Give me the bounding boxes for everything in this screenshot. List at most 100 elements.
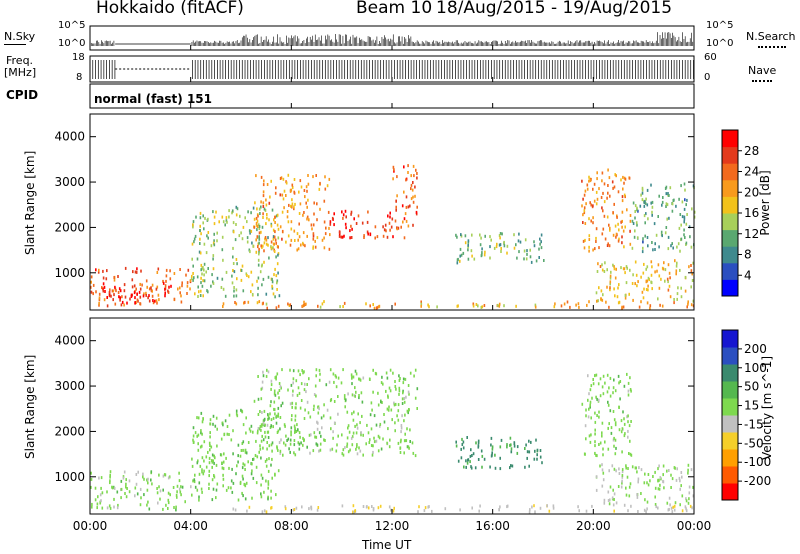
- heatmap-cell: [213, 239, 215, 243]
- heatmap-cell: [292, 369, 295, 373]
- velocity-heatmap: [90, 368, 695, 514]
- heatmap-cell: [184, 500, 186, 504]
- heatmap-cell: [467, 458, 469, 462]
- heatmap-cell: [345, 226, 347, 230]
- heatmap-cell: [291, 393, 294, 397]
- heatmap-cell: [627, 429, 629, 433]
- heatmap-cell: [635, 221, 638, 225]
- heatmap-cell: [691, 207, 693, 211]
- heatmap-cell: [263, 409, 266, 413]
- heatmap-cell: [428, 505, 430, 509]
- heatmap-cell: [397, 441, 400, 445]
- heatmap-cell: [279, 427, 281, 431]
- heatmap-cell: [260, 492, 262, 496]
- heatmap-cell: [377, 305, 380, 309]
- heatmap-cell: [608, 223, 610, 227]
- heatmap-cell: [688, 225, 691, 229]
- heatmap-cell: [369, 438, 371, 442]
- heatmap-cell: [352, 375, 355, 379]
- heatmap-cell: [388, 386, 391, 390]
- heatmap-cell: [265, 198, 267, 202]
- heatmap-cell: [293, 207, 295, 211]
- heatmap-cell: [367, 210, 369, 214]
- heatmap-cell: [302, 436, 304, 440]
- heatmap-cell: [611, 180, 614, 184]
- heatmap-cell: [90, 275, 93, 279]
- heatmap-cell: [156, 491, 159, 495]
- heatmap-cell: [642, 246, 644, 250]
- heatmap-cell: [263, 490, 265, 494]
- heatmap-cell: [205, 270, 207, 274]
- heatmap-cell: [317, 405, 319, 409]
- heatmap-cell: [319, 181, 321, 185]
- heatmap-cell: [213, 243, 216, 247]
- heatmap-cell: [275, 274, 278, 278]
- heatmap-cell: [627, 509, 629, 513]
- heatmap-cell: [603, 270, 606, 273]
- heatmap-cell: [524, 238, 527, 242]
- heatmap-cell: [611, 496, 614, 500]
- heatmap-cell: [654, 470, 656, 474]
- heatmap-cell: [220, 437, 223, 441]
- heatmap-cell: [169, 493, 171, 497]
- heatmap-cell: [631, 219, 634, 223]
- heatmap-cell: [620, 419, 623, 423]
- heatmap-cell: [622, 305, 625, 309]
- heatmap-cell: [113, 276, 115, 279]
- heatmap-cell: [148, 299, 151, 303]
- heatmap-cell: [634, 260, 637, 264]
- heatmap-cell: [293, 424, 296, 428]
- heatmap-cell: [691, 279, 694, 282]
- heatmap-cell: [392, 371, 394, 375]
- heatmap-cell: [536, 457, 538, 461]
- y-tick-label: 3000: [54, 379, 85, 393]
- heatmap-cell: [484, 234, 486, 238]
- heatmap-cell: [674, 466, 676, 470]
- heatmap-cell: [199, 237, 201, 241]
- heatmap-cell: [608, 502, 611, 506]
- heatmap-cell: [367, 431, 370, 435]
- heatmap-cell: [413, 174, 415, 178]
- heatmap-cell: [635, 273, 638, 277]
- heatmap-cell: [228, 466, 230, 470]
- heatmap-cell: [414, 185, 416, 189]
- heatmap-cell: [413, 374, 415, 378]
- heatmap-cell: [249, 250, 251, 254]
- heatmap-cell: [588, 175, 590, 179]
- heatmap-cell: [386, 376, 389, 380]
- heatmap-cell: [203, 268, 205, 272]
- heatmap-cell: [361, 221, 364, 225]
- heatmap-cell: [641, 290, 644, 294]
- heatmap-cell: [677, 286, 679, 290]
- heatmap-cell: [509, 443, 511, 447]
- heatmap-cell: [281, 210, 284, 214]
- velocity-colorbar-label: Velocity [m s^-1]: [760, 355, 774, 460]
- heatmap-cell: [199, 464, 202, 468]
- heatmap-cell: [383, 228, 386, 232]
- heatmap-cell: [688, 485, 691, 489]
- heatmap-cell: [541, 461, 543, 465]
- heatmap-cell: [291, 405, 293, 409]
- heatmap-cell: [358, 377, 361, 381]
- heatmap-cell: [261, 380, 264, 384]
- heatmap-cell: [303, 438, 305, 442]
- heatmap-cell: [543, 259, 545, 262]
- heatmap-cell: [647, 217, 649, 221]
- heatmap-cell: [608, 469, 610, 473]
- heatmap-cell: [321, 238, 324, 242]
- heatmap-cell: [242, 462, 244, 466]
- heatmap-cell: [281, 229, 284, 233]
- heatmap-cell: [324, 232, 327, 236]
- heatmap-cell: [268, 416, 270, 420]
- heatmap-cell: [273, 407, 275, 411]
- heatmap-cell: [515, 243, 517, 247]
- heatmap-cell: [616, 295, 619, 299]
- heatmap-cell: [268, 256, 270, 260]
- heatmap-cell: [661, 200, 664, 204]
- heatmap-cell: [621, 470, 624, 473]
- heatmap-cell: [262, 190, 265, 194]
- heatmap-cell: [299, 435, 301, 439]
- x-tick-label: 00:00: [677, 519, 712, 533]
